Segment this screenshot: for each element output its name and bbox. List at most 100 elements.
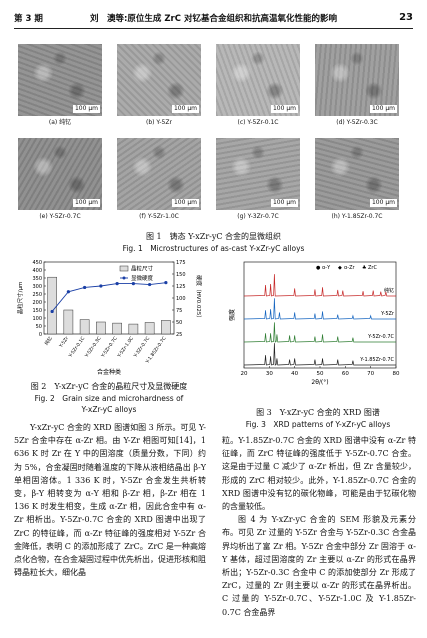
- scale-bar-label: 100 μm: [171, 199, 199, 207]
- scale-bar-label: 100 μm: [369, 105, 397, 113]
- fig1-caption-en: Fig. 1 Microstructures of as-cast Y-xZr-…: [122, 244, 305, 253]
- legend-label: α-Zr: [344, 265, 356, 271]
- x-tick-label: Y-5Zr: [58, 336, 70, 350]
- x-axis-label: 合金种类: [97, 368, 121, 376]
- hardness-point: [164, 281, 168, 285]
- x-tick-label: 50: [317, 371, 324, 377]
- y-tick-label: 350: [32, 276, 42, 282]
- hardness-point: [99, 284, 103, 288]
- y-tick-label: 0: [39, 332, 42, 338]
- scale-bar-label: 100 μm: [270, 105, 298, 113]
- hardness-point: [148, 282, 152, 287]
- fig3-chart: 20 30 40 50 60 70 80 2θ/(°) 强度 纯钇 Y-5Zr Y-5Zr-0.7C Y…: [228, 261, 400, 386]
- grain-size-bar: [144, 322, 155, 335]
- scale-bar-label: 100 μm: [72, 199, 100, 207]
- fig3-caption-cn: 图 3 Y-xZr-yC 合金的 XRD 图谱: [256, 408, 380, 417]
- legend-marker: ●: [316, 265, 321, 271]
- y-tick-label: 200: [32, 300, 42, 306]
- y2-tick-label: 50: [176, 320, 182, 326]
- micrograph-panel: 100 μm: [117, 138, 201, 210]
- y-tick-label: 100: [32, 316, 42, 322]
- y2-tick-label: 75: [176, 308, 182, 314]
- fig1-caption-cn: 图 1 铸态 Y-xZr-yC 合金的显微组织: [145, 232, 282, 241]
- fig2-chart: 0 50 100 150 200 250 300 350 400 450 25 50 75 100 125 1…: [16, 260, 203, 376]
- legend-label: α-Y: [322, 265, 331, 271]
- micrograph-panel: 100 μm: [18, 138, 102, 210]
- grain-size-bar: [47, 276, 57, 335]
- fig2-caption-en-1: Fig. 2 Grain size and microhardness of: [34, 394, 184, 403]
- y2-tick-label: 125: [176, 284, 186, 290]
- x-tick-label: 纯钇: [43, 335, 54, 347]
- running-header: 第 3 期 刘 澳等:原位生成 ZrC 对钇基合金组织和抗高温氧化性能的影响 2…: [14, 12, 413, 26]
- x-tick-label: 60: [342, 371, 349, 377]
- y2-axis-label: 硬度（HV0.025）: [195, 275, 203, 321]
- x-tick-label: 20: [241, 371, 248, 377]
- panel-label: (h) Y-1.85Zr-0.7C: [331, 213, 383, 220]
- xrd-pattern: [243, 343, 396, 366]
- legend-marker: ♣: [362, 265, 366, 271]
- pattern-label: 纯钇: [384, 287, 394, 294]
- panel-label: (d) Y-5Zr-0.3C: [336, 119, 378, 126]
- micrograph-panel: 100 μm: [315, 44, 399, 116]
- panel-label: (b) Y-5Zr: [146, 119, 172, 126]
- xrd-pattern: [243, 298, 396, 320]
- x-tick-label: 70: [367, 371, 374, 377]
- legend-marker: ◆: [338, 265, 342, 271]
- micrograph-panel: 100 μm: [117, 44, 201, 116]
- panel-label: (f) Y-5Zr-1.0C: [139, 213, 179, 220]
- panel-label: (e) Y-5Zr-0.7C: [39, 213, 81, 220]
- header-rule: [14, 28, 413, 29]
- pattern-label: Y-5Zr: [380, 311, 395, 317]
- y-axis-label: 强度: [228, 309, 236, 321]
- x-tick-label: 40: [291, 371, 298, 377]
- x-tick-label: Y-5Zr-0.1C: [67, 336, 86, 360]
- scale-bar-label: 100 μm: [369, 199, 397, 207]
- x-tick-label: 80: [393, 371, 400, 377]
- y-tick-label: 450: [32, 260, 42, 266]
- grain-size-bar: [63, 309, 74, 335]
- left-column-text: Y-xZr-yC 合金的 XRD 图谱如图 3 所示。可见 Y-5Zr 合金中存…: [14, 421, 206, 633]
- micrograph-panel: 100 μm: [216, 44, 300, 116]
- panel-label: (a) 纯钇: [48, 119, 72, 126]
- paper-title: 刘 澳等:原位生成 ZrC 对钇基合金组织和抗高温氧化性能的影响: [90, 14, 337, 24]
- fig2-caption-en-2: Y-xZr-yC alloys: [81, 405, 137, 414]
- x-tick-label: Y-5Zr-1.0C: [116, 336, 135, 360]
- xrd-pattern: [243, 274, 396, 297]
- x-axis-label: 2θ/(°): [311, 379, 328, 386]
- micrograph-panel: 100 μm: [315, 138, 399, 210]
- paragraph: Y-xZr-yC 合金的 XRD 图谱如图 3 所示。可见 Y-5Zr 合金中存…: [14, 423, 206, 578]
- legend-label: 显微硬度: [131, 274, 154, 282]
- hardness-point: [50, 309, 54, 314]
- scale-bar-label: 100 μm: [171, 105, 199, 113]
- hardness-point: [83, 285, 87, 290]
- hardness-point: [66, 290, 70, 294]
- legend-swatch: [119, 265, 129, 272]
- paragraph: 粒。Y-1.85Zr-0.7C 合金的 XRD 图谱中没有 α-Zr 特征峰，而…: [222, 436, 416, 512]
- micrograph-panel: 100 μm: [216, 138, 300, 210]
- paragraph: 图 4 为 Y-xZr-yC 合金的 SEM 形貌及元素分布。可见 Zr 过量的…: [222, 515, 416, 617]
- y2-tick-label: 150: [176, 272, 186, 278]
- y-tick-label: 150: [32, 308, 42, 314]
- grain-size-bar: [161, 320, 171, 335]
- hardness-point: [115, 282, 119, 286]
- y2-tick-label: 25: [176, 332, 182, 338]
- hardness-line: [51, 282, 166, 312]
- xrd-pattern: [243, 322, 396, 343]
- panel-label: (c) Y-5Zr-0.1C: [237, 119, 279, 126]
- x-tick-label: Y-5Zr-0.3C: [83, 336, 102, 360]
- page-number: 23: [399, 12, 413, 23]
- y-axis-label: 晶粒尺寸/μm: [16, 282, 24, 315]
- x-tick-label: 30: [266, 371, 273, 377]
- fig3-caption-en: Fig. 3 XRD patterns of Y-xZr-yC alloys: [245, 420, 391, 429]
- y-tick-label: 400: [32, 268, 42, 274]
- grain-size-bar: [112, 322, 122, 335]
- y-tick-label: 250: [32, 292, 42, 298]
- y2-tick-label: 100: [176, 296, 186, 302]
- y-tick-label: 50: [36, 324, 42, 330]
- panel-label: (g) Y-3Zr-0.7C: [237, 213, 279, 220]
- x-tick-label: Y-3Zr-0.7C: [132, 336, 151, 360]
- y-tick-label: 300: [32, 284, 42, 290]
- pattern-label: Y-5Zr-0.7C: [367, 334, 394, 340]
- hardness-point: [131, 282, 135, 286]
- scale-bar-label: 100 μm: [72, 105, 100, 113]
